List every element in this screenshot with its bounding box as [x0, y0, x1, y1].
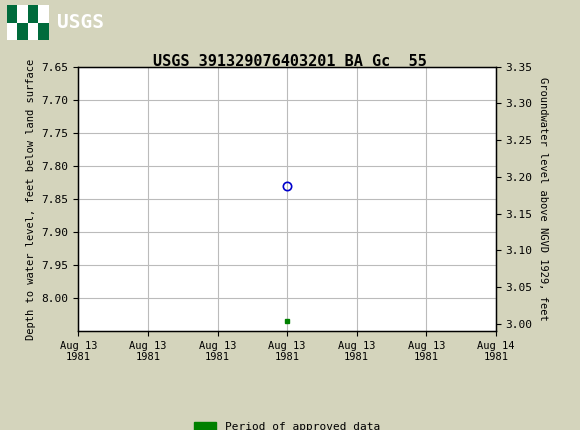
FancyBboxPatch shape	[38, 6, 49, 22]
FancyBboxPatch shape	[17, 6, 28, 22]
Text: USGS: USGS	[57, 13, 104, 32]
FancyBboxPatch shape	[38, 22, 49, 40]
Y-axis label: Depth to water level, feet below land surface: Depth to water level, feet below land su…	[26, 58, 36, 340]
FancyBboxPatch shape	[28, 22, 38, 40]
FancyBboxPatch shape	[7, 22, 17, 40]
FancyBboxPatch shape	[7, 6, 17, 22]
Legend: Period of approved data: Period of approved data	[190, 418, 385, 430]
FancyBboxPatch shape	[17, 22, 28, 40]
Text: USGS 391329076403201 BA Gc  55: USGS 391329076403201 BA Gc 55	[153, 55, 427, 69]
Y-axis label: Groundwater level above NGVD 1929, feet: Groundwater level above NGVD 1929, feet	[538, 77, 548, 321]
FancyBboxPatch shape	[28, 6, 38, 22]
